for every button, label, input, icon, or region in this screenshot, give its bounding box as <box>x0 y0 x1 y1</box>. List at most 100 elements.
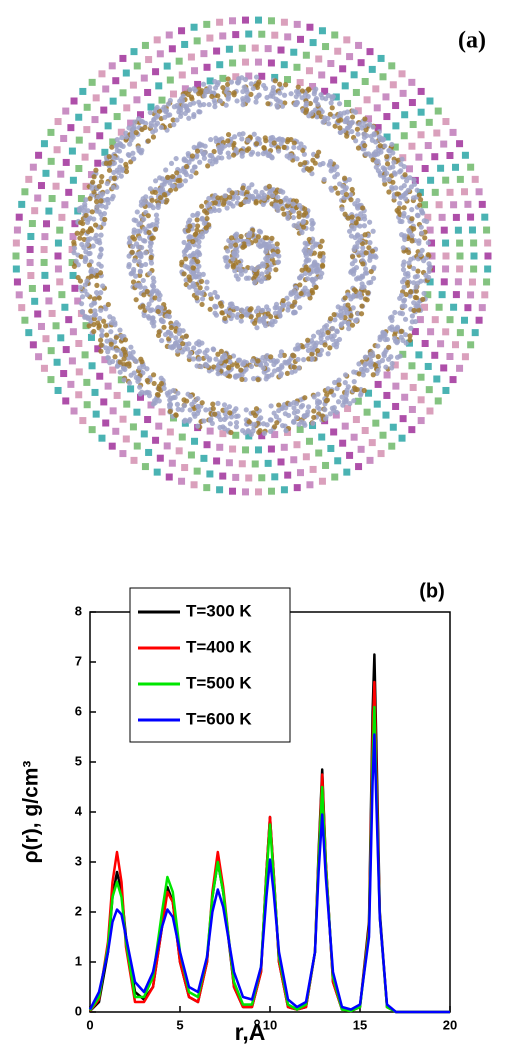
molecule <box>442 386 450 394</box>
molecule <box>67 380 75 388</box>
molecule <box>156 454 164 462</box>
atom <box>214 82 220 88</box>
molecule <box>69 176 77 184</box>
atom <box>368 364 374 370</box>
molecule <box>229 445 237 453</box>
molecule <box>88 142 96 150</box>
molecule <box>280 486 288 494</box>
y-axis-label: ρ(r), g/cm³ <box>20 761 43 864</box>
molecule <box>67 124 75 132</box>
molecule <box>47 376 55 384</box>
atom <box>313 95 320 102</box>
atom <box>196 243 202 249</box>
molecule <box>133 408 141 416</box>
atom <box>309 356 315 362</box>
molecule <box>136 111 144 119</box>
atom <box>342 372 349 378</box>
atom <box>94 204 100 210</box>
atom <box>78 301 85 307</box>
atom <box>253 199 259 205</box>
atom <box>219 310 225 316</box>
atom <box>93 289 100 296</box>
atom <box>201 220 207 226</box>
atom <box>187 393 194 399</box>
atom <box>199 296 206 302</box>
molecule <box>306 23 314 31</box>
atom <box>382 332 388 338</box>
molecule <box>339 439 347 447</box>
molecule <box>484 252 492 260</box>
atom <box>97 315 103 322</box>
atom <box>190 356 197 362</box>
molecule <box>27 272 35 280</box>
molecule <box>21 316 29 324</box>
molecule <box>290 456 298 464</box>
molecule <box>136 393 144 401</box>
molecule <box>81 153 89 161</box>
atom <box>241 243 247 249</box>
molecule <box>216 443 224 451</box>
atom <box>397 200 403 206</box>
molecule <box>431 316 439 324</box>
atom <box>338 117 344 123</box>
atom <box>302 206 308 212</box>
atom <box>190 265 196 271</box>
molecule <box>408 78 416 86</box>
atom <box>170 183 176 189</box>
molecule <box>327 60 335 68</box>
atom <box>269 235 275 241</box>
atom <box>95 194 101 200</box>
atom <box>420 210 426 216</box>
atom <box>361 223 368 229</box>
atom <box>215 400 221 406</box>
atom <box>244 147 250 153</box>
atom <box>71 245 78 251</box>
atom <box>144 377 150 384</box>
atom <box>197 109 203 115</box>
atom <box>185 150 191 157</box>
atom <box>342 380 348 386</box>
molecule <box>417 396 425 404</box>
atom <box>108 341 114 347</box>
atom <box>129 249 135 255</box>
atom <box>292 299 298 305</box>
atom <box>348 197 354 203</box>
atom <box>315 329 321 335</box>
atom <box>100 283 106 289</box>
atom <box>159 182 165 188</box>
molecule <box>104 122 112 130</box>
atom <box>167 344 173 350</box>
atom <box>161 324 167 330</box>
atom <box>306 257 312 263</box>
atom <box>369 137 375 143</box>
molecule <box>61 303 69 311</box>
molecule <box>461 151 469 159</box>
atom <box>128 353 134 359</box>
atom <box>414 303 420 309</box>
atom <box>165 101 172 107</box>
atom <box>206 357 212 363</box>
atom <box>223 102 229 108</box>
atom <box>97 337 104 343</box>
atom <box>181 169 187 175</box>
molecule <box>475 188 483 196</box>
atom <box>349 186 355 193</box>
atom <box>208 295 214 302</box>
atom <box>249 358 256 364</box>
molecule <box>330 428 338 436</box>
atom <box>291 288 297 294</box>
atom <box>196 234 202 240</box>
atom <box>235 357 241 363</box>
molecule <box>365 389 373 397</box>
atom <box>373 149 379 155</box>
atom <box>248 363 255 370</box>
molecule <box>108 62 116 70</box>
molecule <box>82 182 90 190</box>
atom <box>271 140 277 146</box>
atom <box>366 121 373 128</box>
atom <box>217 416 224 423</box>
molecule <box>442 328 450 336</box>
molecule <box>75 368 83 376</box>
y-tick-label: 0 <box>75 1003 82 1018</box>
atom <box>363 250 369 256</box>
